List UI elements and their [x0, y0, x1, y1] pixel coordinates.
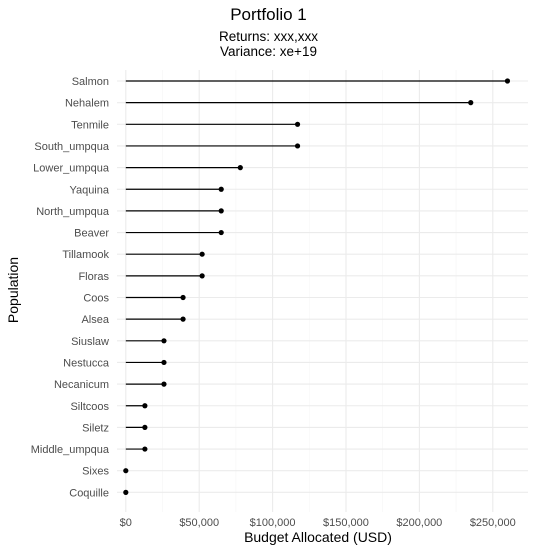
y-tick-label: Alsea: [81, 314, 109, 326]
lollipop-point: [142, 424, 148, 430]
lollipop-point: [294, 121, 301, 127]
lollipop-point: [237, 165, 243, 171]
lollipop-point: [161, 338, 167, 344]
y-tick-label: Middle_umpqua: [31, 444, 110, 456]
x-tick-labels: $0 $50,000 $100,000 $150,000 $200,000 $250,00…: [120, 517, 516, 529]
y-tick-label: Lower_umpqua: [33, 163, 110, 175]
lollipop-point: [142, 446, 148, 452]
y-tick-label: Siletz: [82, 422, 109, 434]
lollipop-point: [180, 294, 186, 301]
chart-subtitle-returns: Returns: xxx,xxx: [218, 29, 319, 44]
lollipop-point: [468, 100, 474, 106]
lollipop-point: [161, 359, 167, 366]
y-tick-label: Sixes: [82, 466, 109, 478]
y-tick-labels: Salmon Nehalem Tenmile South_umpqua Lower_um…: [31, 76, 110, 499]
y-tick-label: Coos: [83, 293, 109, 305]
x-tick-label: $150,000: [323, 517, 369, 529]
x-tick-label: $250,000: [470, 517, 516, 529]
x-tick-label: $0: [120, 517, 132, 529]
y-tick-label: Floras: [78, 271, 109, 283]
x-tick-label: $50,000: [179, 517, 219, 529]
lollipop-point: [123, 468, 129, 474]
x-tick-label: $200,000: [396, 517, 442, 529]
y-tick-label: South_umpqua: [34, 141, 109, 153]
y-tick-label: Siuslaw: [71, 336, 109, 348]
y-tick-label: North_umpqua: [36, 206, 110, 218]
y-tick-label: Siltcoos: [70, 401, 109, 413]
lollipop-marks: [123, 78, 511, 495]
lollipop-point: [218, 186, 224, 192]
x-axis-label: Budget Allocated (USD): [244, 529, 392, 545]
lollipop-point: [142, 403, 148, 409]
y-tick-label: Coquille: [69, 487, 109, 499]
lollipop-point: [199, 251, 205, 257]
y-tick-label: Salmon: [72, 76, 109, 88]
chart-subtitle-variance: Variance: xe+19: [220, 44, 317, 59]
grid-lines: [117, 70, 528, 512]
x-tick-label: $100,000: [250, 517, 296, 529]
y-tick-label: Tillamook: [62, 249, 109, 261]
lollipop-point: [504, 78, 511, 84]
lollipop-point: [294, 143, 301, 149]
y-tick-label: Nestucca: [63, 357, 110, 369]
lollipop-point: [123, 489, 129, 495]
lollipop-point: [218, 229, 224, 236]
y-tick-label: Beaver: [74, 228, 109, 240]
chart-title: Portfolio 1: [230, 5, 307, 24]
lollipop-point: [218, 208, 224, 214]
y-tick-label: Tenmile: [71, 119, 109, 131]
lollipop-point: [199, 273, 205, 279]
lollipop-point: [180, 316, 186, 322]
y-tick-label: Nehalem: [65, 98, 109, 110]
y-axis-label: Population: [5, 257, 21, 323]
y-tick-label: Yaquina: [69, 184, 109, 196]
y-tick-label: Necanicum: [54, 379, 109, 391]
lollipop-point: [161, 381, 167, 387]
